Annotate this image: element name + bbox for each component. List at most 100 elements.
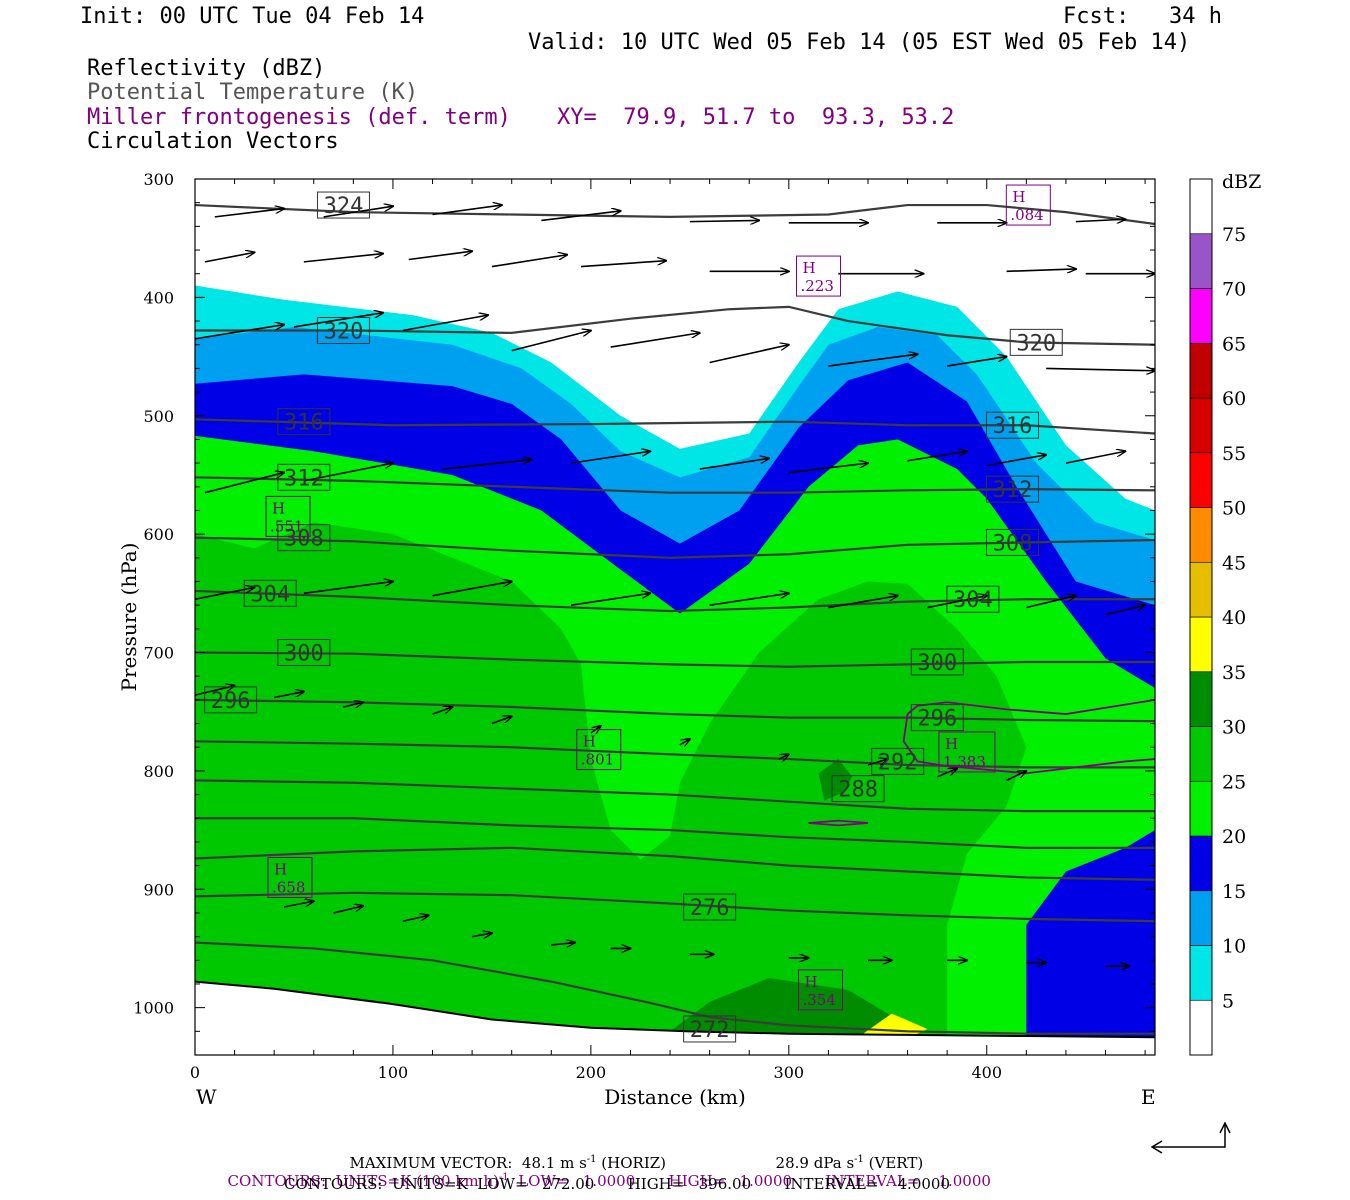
theta-label-292: 292 (871, 747, 925, 775)
theta-label-308: 308 (985, 528, 1039, 556)
field-vectors-label: Circulation Vectors (87, 129, 339, 154)
theta-label-312: 312 (277, 463, 331, 491)
theta-label-324: 324 (316, 191, 370, 219)
frontogenesis-max-h: H (583, 733, 596, 751)
colorbar-segment-10 (1189, 890, 1213, 946)
max-vector-horiz: MAXIMUM VECTOR: 48.1 m s (349, 1154, 587, 1172)
theta-label-text: 296 (917, 707, 957, 732)
circulation-vector (828, 354, 917, 367)
circulation-vector (679, 739, 690, 745)
frontogenesis-max-value: .223 (801, 277, 834, 295)
theta-label-text: 288 (838, 778, 878, 803)
circulation-vector (610, 333, 700, 348)
theta-label-box (277, 524, 331, 552)
frontogenesis-max-box (265, 495, 311, 537)
frontogenesis-max-h: H (274, 860, 287, 878)
frontogenesis-max: H.354 (797, 969, 843, 1011)
ground-line (195, 980, 1155, 1039)
frontogenesis-max-h: H (1012, 188, 1025, 206)
frontogenesis-contour-small (808, 819, 869, 827)
frontogenesis-max: H.084 (1005, 184, 1051, 226)
colorbar-segment-45 (1189, 507, 1213, 563)
theta-contour-292 (195, 740, 1155, 769)
circulation-vector (511, 331, 591, 352)
theta-label-316: 316 (985, 411, 1039, 439)
below-ground-mask (195, 981, 1155, 1055)
circulation-vector (1105, 605, 1146, 616)
colorbar-label: 60 (1222, 388, 1246, 410)
y-tick-label: 500 (143, 407, 174, 426)
circulation-vector (471, 933, 492, 937)
circulation-vector (570, 593, 650, 606)
theta-label-box (910, 648, 964, 676)
field-theta-label: Potential Temperature (K) (87, 80, 419, 105)
colorbar-segment-40 (1189, 561, 1213, 618)
circulation-vector (907, 451, 967, 462)
frontogenesis-units-exp: -1 (498, 1172, 509, 1183)
x-axis-label: Distance (km) (604, 1085, 746, 1109)
frontogenesis-max-box (797, 969, 843, 1011)
colorbar-label: 65 (1222, 333, 1246, 355)
theta-label-box (985, 528, 1039, 556)
circulation-vector (551, 943, 575, 945)
max-vector-vert-exp: -1 (854, 1154, 864, 1165)
circulation-vector (778, 754, 789, 759)
axes: 0 100 200 300 400 300 400 500 600 700 800 900 1000 Di… (117, 170, 1156, 1109)
reflectivity-region-30dbz (818, 759, 853, 801)
x-tick-label: 400 (971, 1063, 1002, 1082)
frontogenesis-max-value: .801 (581, 751, 614, 769)
colorbar-segment-35 (1189, 616, 1213, 673)
theta-label-304: 304 (946, 585, 1000, 613)
theta-label-box (871, 747, 925, 775)
plot-frame (194, 178, 1156, 1056)
frontogenesis-max-h: H (945, 735, 958, 753)
frontogenesis-contour (906, 698, 1155, 715)
theta-label-box (683, 1015, 737, 1043)
colorbar-segment-50 (1189, 452, 1213, 508)
field-reflectivity-label: Reflectivity (dBZ) (87, 56, 326, 81)
theta-label-300: 300 (277, 639, 331, 667)
field-frontogenesis-label: Miller frontogenesis (def. term) (87, 105, 511, 130)
circulation-vector (1006, 269, 1076, 271)
cross-section-xy: XY= 79.9, 51.7 to 93.3, 53.2 (557, 105, 955, 130)
frontogenesis-range: LOW= 1.0000 HIGH= 1.0000 INTERVAL= 1.000… (508, 1172, 991, 1190)
theta-label-text: 304 (953, 588, 993, 613)
max-vector-vert-unit: (VERT) (863, 1154, 924, 1172)
colorbar-segment-25 (1189, 726, 1213, 782)
y-tick-label: 700 (143, 644, 174, 663)
theta-label-box (316, 317, 370, 345)
max-vector-vert: 28.9 dPa s (775, 1154, 855, 1172)
circulation-vector (927, 596, 986, 609)
colorbar-frame (1189, 178, 1213, 1056)
theta-label-text: 316 (284, 411, 324, 436)
frontogenesis-contour-info: CONTOURS: UNITS=K (100 km h)-1 LOW= 1.00… (218, 1158, 991, 1189)
circulation-vector (936, 769, 957, 778)
circulation-vector (204, 252, 254, 263)
theta-label-320: 320 (1009, 328, 1063, 356)
y-tick-label: 600 (143, 525, 174, 544)
circulation-vector (343, 702, 363, 707)
theta-label-text: 300 (284, 642, 324, 667)
colorbar-label: 5 (1222, 990, 1234, 1012)
y-tick-label: 1000 (133, 999, 174, 1018)
east-label: E (1141, 1085, 1156, 1109)
frontogenesis-max: H1.383 (938, 731, 996, 773)
circulation-vector (333, 906, 364, 914)
theta-contour-276 (195, 891, 1155, 923)
circulation-vector (491, 255, 567, 268)
theta-contour-304 (195, 589, 1155, 613)
theta-label-box (831, 775, 885, 803)
frontogenesis-max-box (938, 731, 996, 773)
max-vector-horiz-unit: (HORIZ) (596, 1154, 667, 1172)
theta-label-box (946, 585, 1000, 613)
theta-label-text: 272 (690, 1018, 730, 1043)
max-vector-horiz-exp: -1 (586, 1154, 597, 1165)
theta-label-text: 304 (250, 582, 290, 607)
circulation-vector (303, 581, 393, 595)
theta-label-text: 320 (1016, 331, 1056, 356)
circulation-vector (408, 251, 472, 261)
theta-label-296: 296 (204, 686, 258, 714)
theta-label-box (277, 463, 331, 491)
colorbar-label: 75 (1222, 224, 1246, 246)
